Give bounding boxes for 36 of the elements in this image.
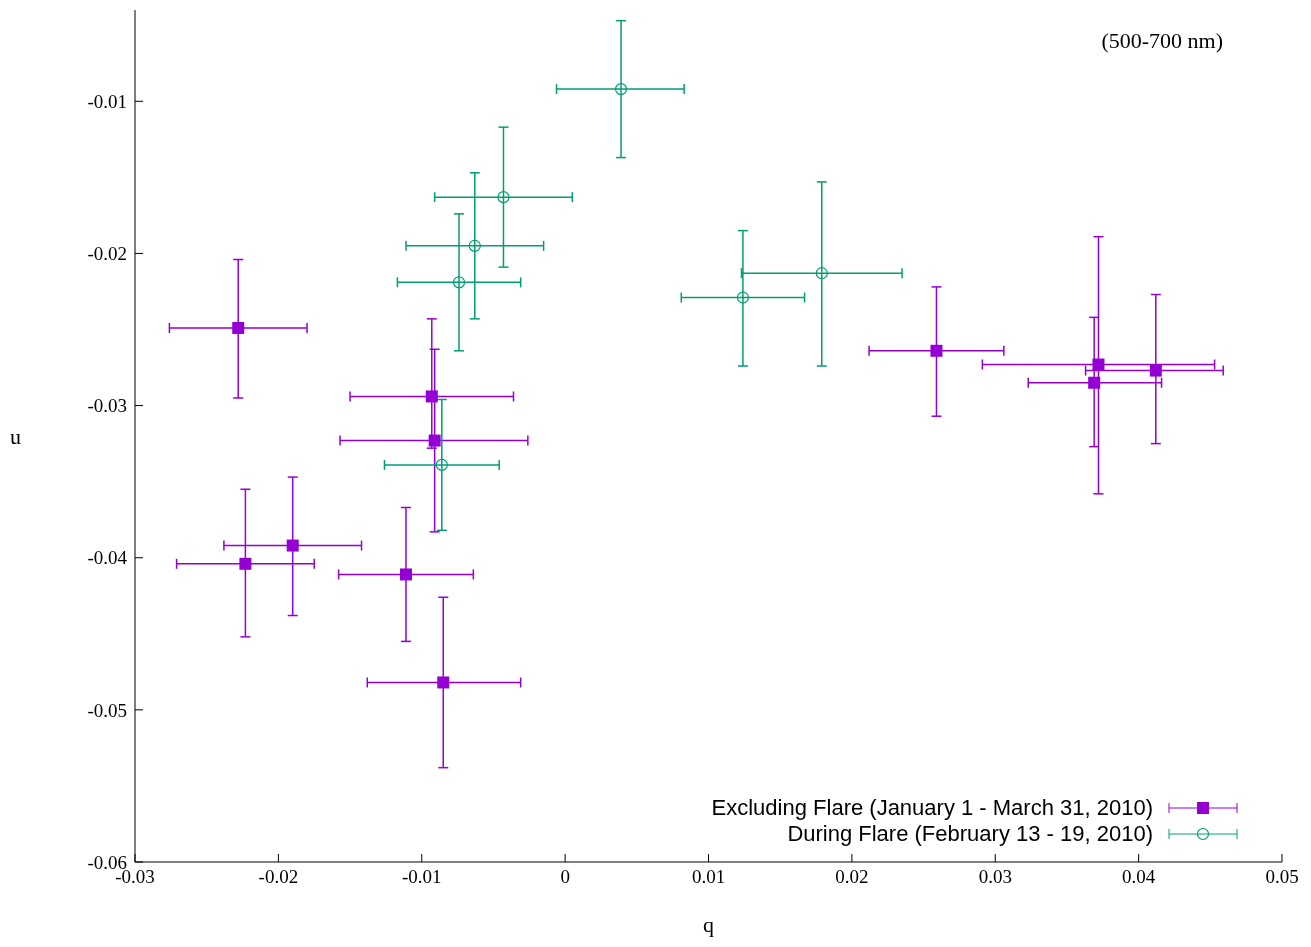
point bbox=[497, 191, 510, 204]
y-tick-label: -0.03 bbox=[87, 395, 127, 417]
point bbox=[1149, 364, 1162, 377]
point bbox=[614, 83, 628, 96]
x-axis-title: q bbox=[703, 912, 714, 937]
point bbox=[452, 276, 466, 289]
point bbox=[930, 344, 943, 357]
legend-label: During Flare (February 13 - 19, 2010) bbox=[787, 821, 1153, 847]
point bbox=[239, 557, 252, 570]
x-tick-label: 0.04 bbox=[1122, 866, 1156, 888]
x-tick-label: 0.05 bbox=[1265, 866, 1299, 888]
y-tick-label: -0.05 bbox=[87, 699, 127, 721]
point bbox=[437, 676, 450, 689]
point bbox=[425, 390, 438, 403]
point bbox=[428, 434, 441, 447]
annotation: (500-700 nm) bbox=[1101, 28, 1223, 54]
x-tick-label: 0.01 bbox=[691, 866, 726, 888]
y-tick-label: -0.04 bbox=[87, 547, 128, 569]
point bbox=[286, 539, 299, 552]
y-tick-label: -0.01 bbox=[87, 91, 127, 113]
point bbox=[399, 568, 412, 581]
point bbox=[1088, 376, 1101, 389]
point bbox=[736, 291, 750, 304]
point bbox=[1092, 358, 1105, 371]
x-tick-label: 0 bbox=[560, 866, 570, 888]
point bbox=[435, 458, 448, 472]
x-tick-label: 0.03 bbox=[978, 866, 1012, 888]
x-tick-label: -0.01 bbox=[401, 866, 442, 888]
y-axis-title: u bbox=[10, 423, 21, 449]
x-tick-label: 0.02 bbox=[835, 866, 869, 888]
point bbox=[815, 267, 828, 280]
x-tick-label: -0.02 bbox=[258, 866, 299, 888]
y-tick-label: -0.02 bbox=[87, 243, 127, 265]
point bbox=[468, 239, 481, 252]
legend-label: Excluding Flare (January 1 - March 31, 2010) bbox=[711, 795, 1153, 821]
point bbox=[232, 321, 245, 334]
